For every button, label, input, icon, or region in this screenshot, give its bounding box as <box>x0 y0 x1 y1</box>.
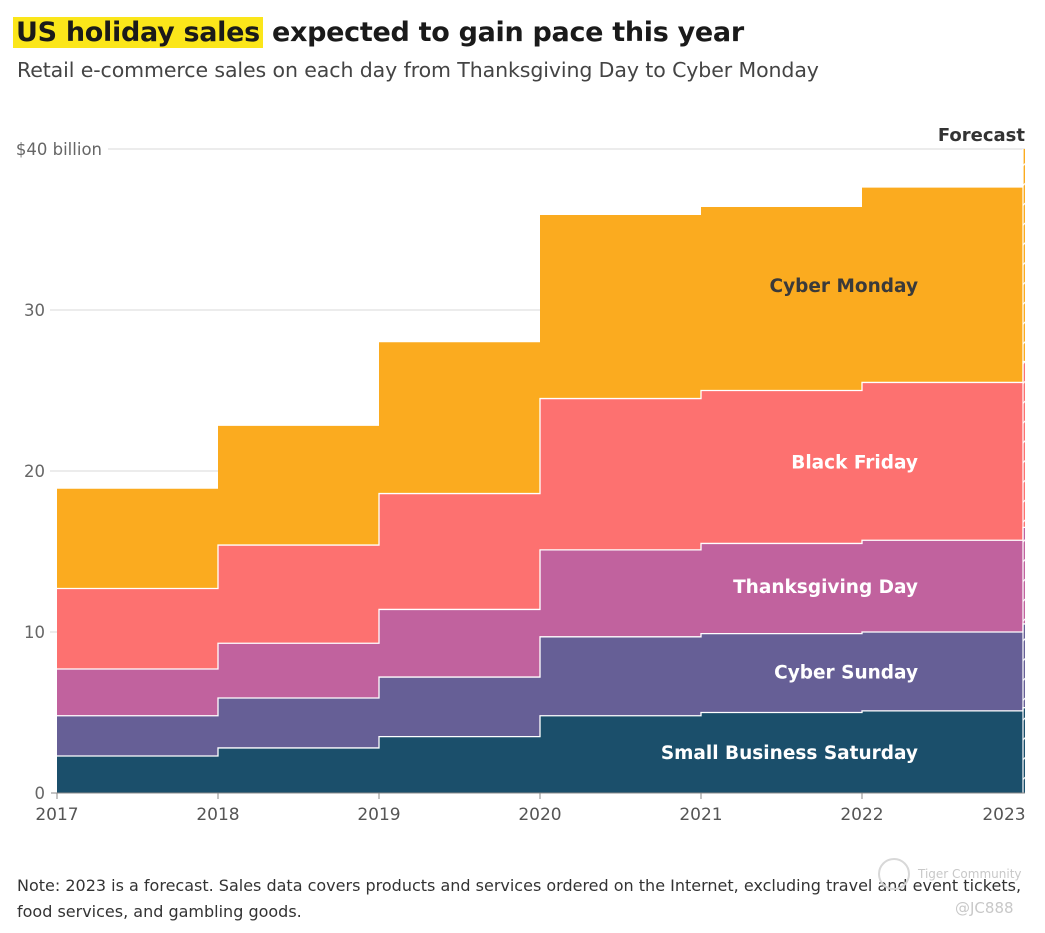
area-series <box>57 187 1023 589</box>
series-separator <box>57 623 1025 717</box>
area-layer <box>57 149 1025 793</box>
series-separator <box>57 707 1025 757</box>
y-tick-label: $40 billion <box>16 140 102 159</box>
series-separator <box>57 526 1025 670</box>
series-label: Thanksgiving Day <box>733 577 918 598</box>
forecast-hatch <box>1023 707 1025 793</box>
title-rest: expected to gain pace this year <box>262 17 744 48</box>
y-tick-label: 0 <box>35 784 46 803</box>
watermark-handle: @JC888 <box>955 899 1014 917</box>
x-tick-label: 2022 <box>840 805 883 825</box>
chart-title: US holiday sales expected to gain pace t… <box>13 17 744 48</box>
series-label: Cyber Sunday <box>774 662 918 683</box>
area-series <box>57 540 1023 716</box>
series-separator <box>57 360 1025 590</box>
axis-layer: 0 10 20 30 $40 billion 2017 2018 2019 2020 2021 20… <box>16 140 1026 825</box>
forecast-hatch <box>1023 623 1025 708</box>
area-series <box>57 632 1023 756</box>
forecast-label: Forecast <box>938 125 1026 146</box>
x-tick-label: 2021 <box>679 805 722 825</box>
y-tick-label: 20 <box>24 462 45 481</box>
x-tick-label: 2018 <box>196 805 239 825</box>
area-series <box>57 382 1023 670</box>
stacked-step-area-chart: Small Business Saturday Cyber Sunday Thank… <box>16 125 1026 825</box>
label-layer: Small Business Saturday Cyber Sunday Thank… <box>661 125 1026 764</box>
watermark-brand: Tiger Community <box>918 867 1022 881</box>
area-series <box>57 710 1023 793</box>
x-tick-label: 2023 <box>982 805 1025 825</box>
forecast-hatch <box>1023 149 1025 362</box>
watermark-logo-icon <box>878 858 910 890</box>
title-highlight: US holiday sales <box>13 17 263 48</box>
y-tick-label: 30 <box>24 301 45 320</box>
series-label: Black Friday <box>791 452 918 473</box>
x-tick-label: 2020 <box>518 805 561 825</box>
series-label: Small Business Saturday <box>661 743 918 764</box>
chart-subtitle: Retail e-commerce sales on each day from… <box>17 58 819 82</box>
forecast-hatch <box>1023 361 1025 528</box>
forecast-hatch <box>1023 527 1025 624</box>
y-tick-label: 10 <box>24 623 45 642</box>
x-tick-label: 2017 <box>35 805 78 825</box>
footnote: Note: 2023 is a forecast. Sales data cov… <box>17 876 1022 921</box>
series-label: Cyber Monday <box>770 276 919 297</box>
x-tick-label: 2019 <box>357 805 400 825</box>
